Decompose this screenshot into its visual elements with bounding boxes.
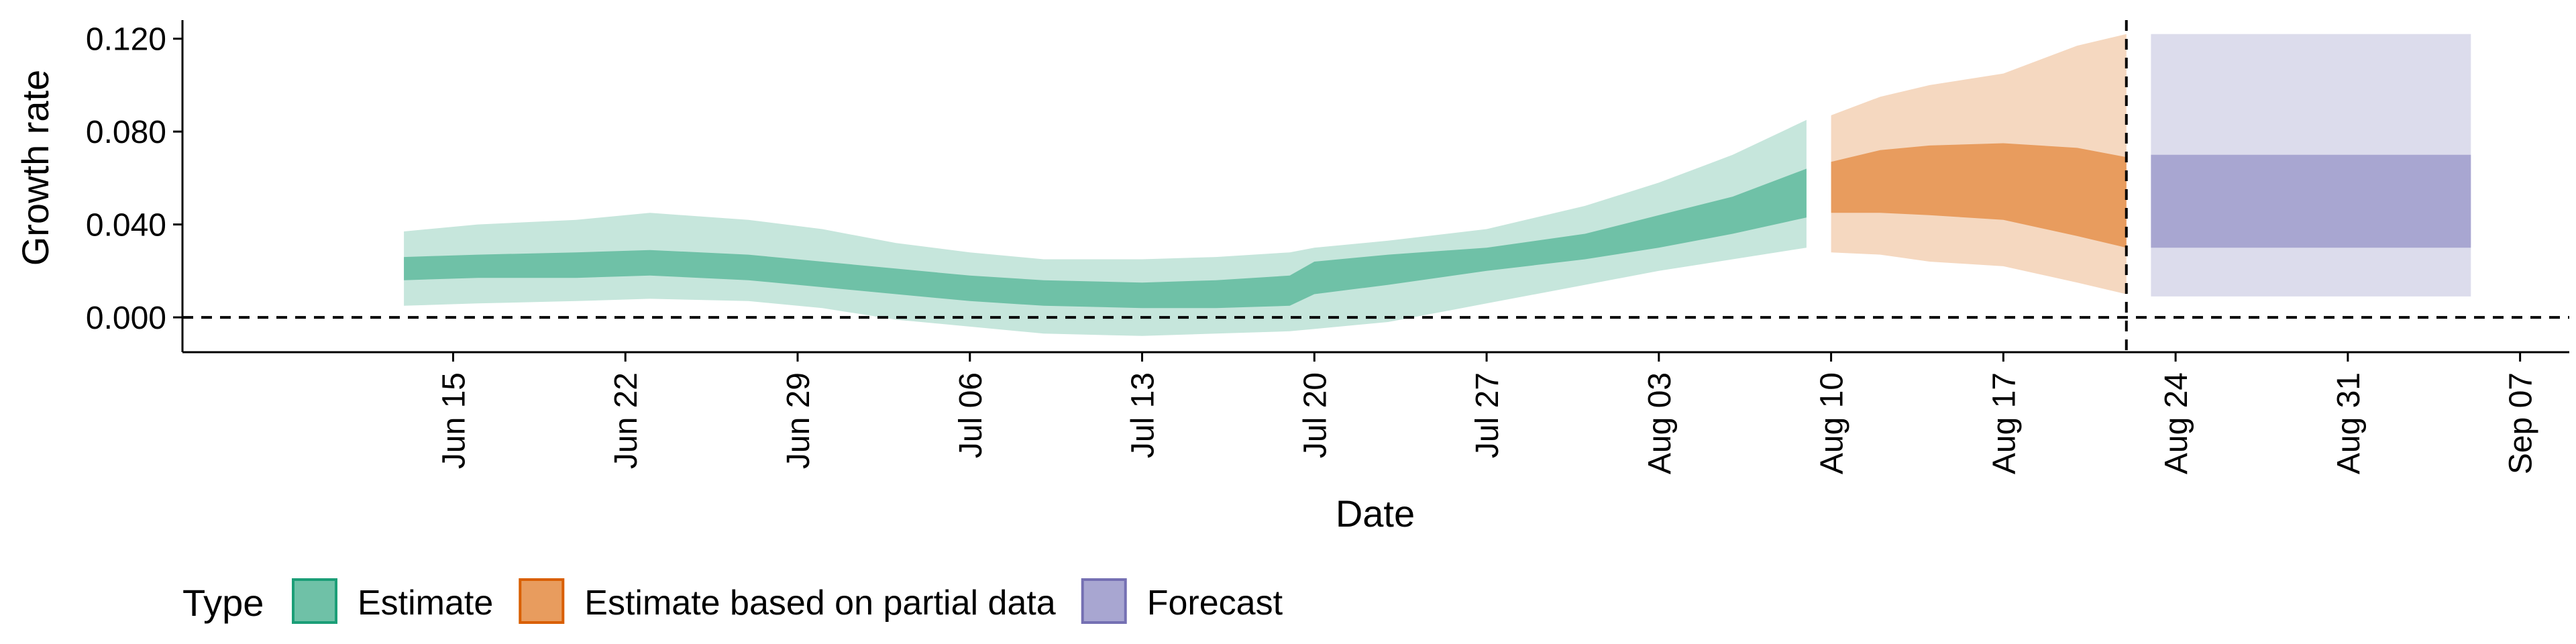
legend-label-estimate: Estimate — [358, 584, 493, 623]
band-90-estimate — [404, 119, 1807, 336]
x-tick-label: Aug 31 — [2331, 372, 2367, 474]
legend-label-estimate-based-on-partial-data: Estimate based on partial data — [584, 584, 1056, 623]
x-tick-label: Jun 29 — [781, 372, 816, 469]
y-tick-label: 0.000 — [86, 301, 166, 336]
legend-swatch-estimate-based-on-partial-data — [519, 578, 565, 624]
x-tick-label: Jul 27 — [1470, 372, 1505, 458]
x-tick-label: Jun 15 — [437, 372, 472, 469]
axes — [181, 20, 2569, 354]
y-tick-label: 0.080 — [86, 115, 166, 150]
reference-lines — [182, 20, 2569, 352]
x-tick-label: Jul 13 — [1126, 372, 1161, 458]
legend-label-forecast: Forecast — [1147, 584, 1283, 623]
legend-title: Type — [182, 582, 264, 624]
x-axis-ticks: Jun 15 Jun 22 Jun 29 Jul 06 Jul 13 Jul 20 Jul … — [437, 352, 2539, 474]
y-axis-title: Growth rate — [14, 70, 56, 266]
band-50-forecast — [2151, 154, 2471, 248]
x-tick-label: Jul 20 — [1297, 372, 1333, 458]
legend-swatch-forecast — [1081, 578, 1127, 624]
y-axis-ticks: 0.000 0.040 0.080 0.120 — [86, 22, 182, 336]
x-tick-label: Jul 06 — [953, 372, 989, 458]
legend-swatch-estimate — [292, 578, 337, 624]
x-tick-label: Aug 10 — [1815, 372, 1850, 474]
legend: Type Estimate Estimate based on partial da… — [182, 578, 1283, 624]
x-tick-label: Jun 22 — [608, 372, 644, 469]
x-tick-label: Sep 07 — [2504, 372, 2539, 474]
x-tick-label: Aug 17 — [1986, 372, 2022, 474]
x-axis-title: Date — [1336, 492, 1415, 535]
band-50-estimate-based-on-partial-data — [1831, 143, 2127, 248]
y-tick-label: 0.040 — [86, 208, 166, 244]
x-tick-label: Aug 03 — [1642, 372, 1678, 474]
band-50-estimate — [404, 168, 1807, 309]
x-tick-label: Aug 24 — [2159, 372, 2194, 474]
y-tick-label: 0.120 — [86, 22, 166, 58]
bands-layer — [404, 34, 2471, 336]
